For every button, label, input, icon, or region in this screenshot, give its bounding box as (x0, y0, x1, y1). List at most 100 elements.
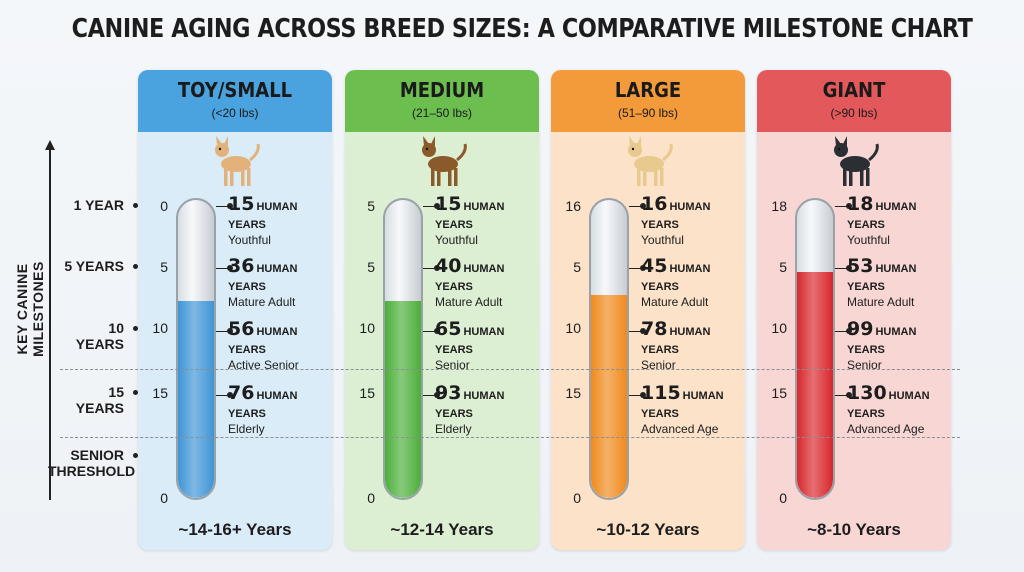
milestone-label: 5 YEARS (58, 258, 138, 274)
panel-header: GIANT (>90 lbs) (757, 70, 951, 132)
tube-tick-label: 0 (779, 490, 787, 506)
weight-range: (>90 lbs) (830, 106, 878, 120)
tube-tick-label: 0 (573, 490, 581, 506)
tube-tick-label: 0 (160, 490, 168, 506)
human-age-entry: 56 HUMAN YEARS Active Senior (228, 318, 332, 372)
dog-icon (422, 136, 467, 186)
human-age-value: 15 (435, 193, 462, 215)
lifespan-label: ~8-10 Years (807, 520, 901, 539)
y-axis-arrow-icon (45, 140, 55, 150)
thermometer-fill (591, 295, 627, 498)
human-age-unit: HUMAN YEARS (847, 263, 917, 293)
tube-tick-label: 15 (152, 385, 168, 401)
human-age-entry: 76 HUMAN YEARS Elderly (228, 382, 332, 436)
tube-tick-label: 10 (771, 320, 787, 336)
tube-tick-label: 5 (573, 259, 581, 275)
life-stage-label: Advanced Age (847, 422, 925, 436)
human-age-unit: HUMAN YEARS (228, 390, 298, 420)
human-age-value: 65 (435, 318, 462, 340)
human-age-value: 130 (847, 382, 887, 404)
human-age-entry: 99 HUMAN YEARS Senior (847, 318, 951, 372)
life-stage-label: Youthful (847, 233, 890, 247)
human-age-entry: 130 HUMAN YEARS Advanced Age (847, 382, 951, 436)
breed-name: LARGE (614, 78, 682, 102)
milestone-marker (629, 265, 646, 271)
human-age-entry: 93 HUMAN YEARS Elderly (435, 382, 539, 436)
milestone-label: 10 YEARS (58, 320, 138, 352)
tube-tick-label: 0 (367, 490, 375, 506)
human-age-entry: 15 HUMAN YEARS Youthful (435, 193, 539, 247)
tube-tick-label: 16 (565, 198, 581, 214)
life-stage-label: Mature Adult (847, 295, 915, 309)
breed-panel-large: LARGE (51–90 lbs) 16 5 10 15 0 16 HUMAN YEARS You… (551, 70, 745, 550)
human-age-entry: 115 HUMAN YEARS Advanced Age (641, 382, 745, 436)
threshold-line (60, 369, 960, 370)
human-age-value: 115 (641, 382, 681, 404)
tube-tick-label: 15 (771, 385, 787, 401)
life-stage-label: Mature Adult (641, 295, 709, 309)
threshold-line (60, 437, 960, 438)
milestone-marker (629, 328, 646, 334)
weight-range: (51–90 lbs) (617, 106, 679, 120)
milestone-label: 15 YEARS (58, 384, 138, 416)
life-stage-label: Senior (641, 358, 676, 372)
life-stage-label: Mature Adult (228, 295, 296, 309)
milestone-marker (423, 328, 440, 334)
weight-range: (21–50 lbs) (411, 106, 473, 120)
human-age-value: 36 (228, 255, 255, 277)
human-age-value: 45 (641, 255, 668, 277)
weight-range: (<20 lbs) (211, 106, 259, 120)
human-age-entry: 78 HUMAN YEARS Senior (641, 318, 745, 372)
life-stage-label: Mature Adult (435, 295, 503, 309)
human-age-unit: HUMAN YEARS (435, 390, 505, 420)
tube-tick-label: 18 (771, 198, 787, 214)
human-age-unit: HUMAN YEARS (228, 326, 298, 356)
milestone-marker (629, 203, 646, 209)
breed-panel-toy-small: TOY/SMALL (<20 lbs) 0 5 10 15 0 15 HUMAN YEARS Yo… (138, 70, 332, 550)
life-stage-label: Senior (435, 358, 470, 372)
human-age-unit: HUMAN YEARS (228, 201, 298, 231)
dog-icon (628, 136, 673, 186)
human-age-entry: 53 HUMAN YEARS Mature Adult (847, 255, 951, 309)
tube-tick-label: 5 (367, 259, 375, 275)
thermometer-tube (176, 198, 216, 500)
human-age-value: 53 (847, 255, 874, 277)
human-age-unit: HUMAN YEARS (641, 263, 711, 293)
human-age-value: 99 (847, 318, 874, 340)
milestone-marker (835, 203, 852, 209)
milestone-marker (629, 392, 646, 398)
human-age-entry: 18 HUMAN YEARS Youthful (847, 193, 951, 247)
milestone-marker (216, 203, 233, 209)
milestone-marker (835, 265, 852, 271)
breed-name: TOY/SMALL (177, 78, 293, 102)
human-age-unit: HUMAN YEARS (641, 201, 711, 231)
tube-tick-label: 15 (359, 385, 375, 401)
thermometer-fill (797, 271, 833, 498)
tube-tick-label: 5 (367, 198, 375, 214)
y-axis-line (49, 150, 51, 500)
human-age-unit: HUMAN YEARS (847, 326, 917, 356)
human-age-entry: 16 HUMAN YEARS Youthful (641, 193, 745, 247)
human-age-value: 15 (228, 193, 255, 215)
milestone-label: SENIOR THRESHOLD (48, 447, 138, 479)
lifespan-label: ~10-12 Years (596, 520, 700, 539)
dog-icon (215, 136, 260, 186)
tube-tick-label: 10 (359, 320, 375, 336)
breed-name: MEDIUM (399, 78, 485, 102)
human-age-unit: HUMAN YEARS (641, 326, 711, 356)
panel-header: MEDIUM (21–50 lbs) (345, 70, 539, 132)
human-age-unit: HUMAN YEARS (435, 326, 505, 356)
thermometer-fill (385, 301, 421, 498)
life-stage-label: Youthful (435, 233, 478, 247)
tube-tick-label: 15 (565, 385, 581, 401)
life-stage-label: Youthful (228, 233, 271, 247)
human-age-unit: HUMAN YEARS (435, 201, 505, 231)
breed-panel-giant: GIANT (>90 lbs) 18 5 10 15 0 18 HUMAN YEARS Youth… (757, 70, 951, 550)
chart-title: CANINE AGING ACROSS BREED SIZES: A COMPA… (71, 14, 973, 44)
tube-tick-label: 10 (565, 320, 581, 336)
human-age-value: 40 (435, 255, 462, 277)
milestone-marker (423, 392, 440, 398)
human-age-entry: 36 HUMAN YEARS Mature Adult (228, 255, 332, 309)
tube-tick-label: 0 (160, 198, 168, 214)
y-axis-label: KEY CANINE MILESTONES (14, 261, 46, 357)
